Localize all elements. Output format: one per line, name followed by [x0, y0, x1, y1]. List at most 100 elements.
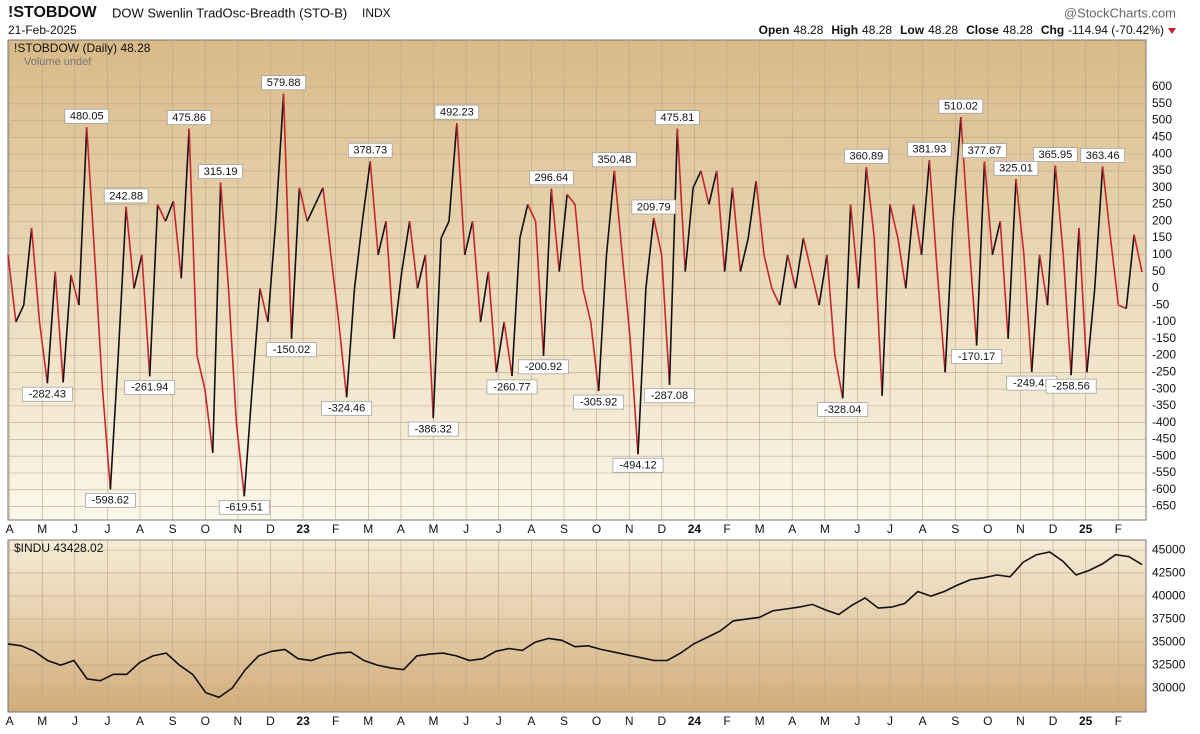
annotation-box: [1033, 147, 1078, 162]
annotation: 360.89: [850, 151, 884, 163]
line-segment: [369, 161, 379, 255]
line-segment: [818, 254, 828, 306]
annotation-box: [21, 386, 73, 402]
line-segment: [204, 388, 214, 453]
annotation: -282.43: [29, 389, 66, 401]
line-segment: [70, 274, 80, 306]
quote-value: -114.94 (-70.42%): [1068, 23, 1164, 37]
line-segment: [424, 254, 435, 419]
y-tick-label: 42500: [1152, 565, 1186, 579]
line-segment: [456, 123, 466, 255]
line-segment: [330, 254, 340, 323]
annotation-box: [1080, 148, 1125, 163]
line-segment: [786, 254, 797, 289]
line-segment: [93, 254, 104, 390]
y-tick-label: 550: [1152, 96, 1172, 110]
panel-bottom: [7, 539, 1147, 713]
line-segment: [211, 182, 222, 453]
x-tick-label: M: [37, 522, 47, 536]
sublegend: Volume undef: [24, 56, 92, 68]
line-segment: [479, 271, 490, 323]
line-segment: [125, 206, 135, 289]
line-segment: [826, 254, 836, 356]
x-tick-label: O: [983, 522, 992, 536]
line-segment: [991, 221, 1002, 256]
quote-value: 48.28: [928, 23, 958, 37]
annotation-box: [518, 359, 569, 375]
line-segment: [999, 221, 1009, 339]
y-tick-label: 0: [1152, 281, 1159, 295]
y-tick-label: 40000: [1152, 588, 1186, 602]
line-segment: [1109, 237, 1120, 306]
line-segment: [865, 167, 876, 239]
x-tick-label: O: [592, 522, 601, 536]
annotation-box: [124, 379, 176, 395]
annotation-box: [844, 148, 889, 164]
line-segment: [692, 170, 702, 189]
y-tick-label: 35000: [1152, 634, 1186, 648]
line-segment: [960, 117, 970, 239]
y-tick-label: -200: [1152, 348, 1176, 362]
x-tick-label: 24: [688, 714, 702, 728]
x-tick-label: A: [788, 714, 796, 728]
line-segment: [156, 204, 167, 222]
y-tick-label: 400: [1152, 146, 1172, 160]
line: [7, 551, 1143, 699]
x-tick-label: M: [363, 522, 373, 536]
line-segment: [1078, 227, 1088, 373]
line-segment: [519, 204, 529, 239]
line-segment: [739, 237, 750, 272]
annotation-box: [348, 142, 393, 158]
x-tick-label: F: [723, 714, 730, 728]
annotation-box: [938, 98, 984, 114]
x-tick-label: A: [397, 522, 405, 536]
line-segment: [38, 321, 49, 384]
annotation: 381.93: [913, 144, 947, 156]
line-segment: [1070, 227, 1080, 376]
x-tick-label: O: [201, 522, 210, 536]
line-segment: [227, 288, 238, 423]
line-segment: [597, 254, 608, 392]
annotation: -258.56: [1052, 381, 1089, 393]
line-segment: [282, 93, 293, 339]
line-segment: [897, 237, 907, 289]
y-tick-label: 100: [1152, 247, 1172, 261]
line-segment: [54, 271, 64, 383]
quote-value: 48.28: [1003, 23, 1033, 37]
line-segment: [448, 123, 458, 222]
line-segment: [487, 271, 498, 373]
annotation: 480.05: [70, 111, 104, 123]
line-segment: [1101, 166, 1112, 239]
x-tick-label: O: [592, 714, 601, 728]
line-segment: [542, 188, 553, 356]
annotation-box: [198, 164, 243, 179]
line-segment: [7, 254, 17, 323]
date: 21-Feb-2025: [8, 23, 77, 37]
x-tick-label: A: [527, 714, 535, 728]
line-segment: [172, 201, 183, 279]
line-segment: [22, 227, 33, 306]
annotation-box: [166, 110, 212, 126]
line-segment: [904, 204, 915, 289]
line-segment: [983, 161, 994, 255]
line-segment: [637, 288, 647, 455]
line-segment: [613, 170, 624, 255]
line-segment: [558, 194, 568, 272]
line-segment: [810, 271, 820, 306]
line-segment: [148, 204, 159, 377]
y-tick-label: 600: [1152, 79, 1172, 93]
x-tick-label: A: [136, 714, 144, 728]
line-segment: [30, 227, 41, 323]
x-tick-label: S: [560, 714, 568, 728]
x-tick-label: F: [1115, 522, 1122, 536]
x-tick-label: J: [104, 522, 110, 536]
line-segment: [975, 161, 986, 346]
x-tick-label: A: [527, 522, 535, 536]
x-tick-label: 23: [296, 522, 310, 536]
brand: @StockCharts.com: [1064, 5, 1176, 20]
x-tick-label: O: [201, 714, 210, 728]
y-tick-label: 450: [1152, 130, 1172, 144]
y-tick-label: -650: [1152, 499, 1176, 513]
line-segment: [731, 187, 742, 272]
line-segment: [133, 254, 143, 289]
